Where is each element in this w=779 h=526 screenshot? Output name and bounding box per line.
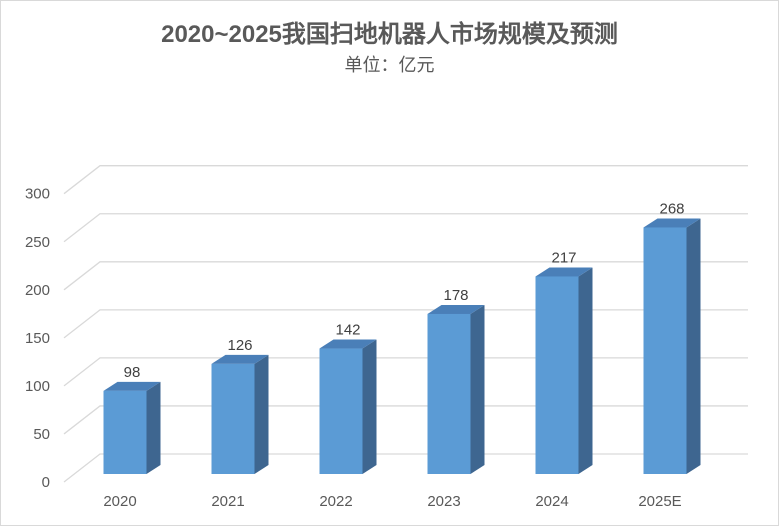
- y-tick-label: 250: [25, 234, 50, 251]
- bar: [643, 227, 687, 474]
- x-tick-label: 2023: [427, 493, 460, 510]
- x-tick-label: 2022: [319, 493, 352, 510]
- bar-top: [319, 339, 377, 349]
- bar-top: [103, 381, 161, 391]
- bar-top: [535, 267, 593, 277]
- data-label: 217: [551, 249, 576, 266]
- bar-side: [686, 218, 701, 474]
- bar-side: [578, 267, 593, 474]
- y-tick-label: 200: [25, 282, 50, 299]
- bar-top: [427, 304, 485, 314]
- data-label: 126: [227, 337, 252, 354]
- gridline: [63, 165, 748, 195]
- x-tick-label: 2021: [211, 493, 244, 510]
- data-label: 178: [443, 287, 468, 304]
- chart-title: 2020~2025我国扫地机器人市场规模及预测: [161, 21, 618, 48]
- bar-side: [362, 339, 377, 474]
- bar: [103, 390, 147, 474]
- data-label: 268: [659, 200, 684, 217]
- bar-side: [254, 354, 269, 474]
- chart-subtitle: 单位：亿元: [344, 55, 435, 75]
- gridline: [63, 453, 748, 483]
- gridline: [63, 261, 748, 291]
- bar-side: [470, 304, 485, 474]
- bar: [319, 348, 363, 474]
- data-label: 142: [335, 322, 360, 339]
- y-tick-label: 0: [42, 474, 50, 491]
- gridline: [63, 213, 748, 243]
- x-tick-label: 2025E: [638, 493, 681, 510]
- gridline: [63, 309, 748, 339]
- y-tick-label: 100: [25, 378, 50, 395]
- bar-top: [643, 218, 701, 228]
- x-tick-label: 2020: [103, 493, 136, 510]
- y-tick-label: 150: [25, 330, 50, 347]
- bar-top: [211, 354, 269, 364]
- gridline: [63, 357, 748, 387]
- bar: [211, 363, 255, 474]
- data-label: 98: [124, 364, 141, 381]
- bar: [535, 276, 579, 474]
- y-tick-label: 300: [25, 186, 50, 203]
- bar-side: [146, 381, 161, 474]
- bar: [427, 313, 471, 474]
- x-tick-label: 2024: [535, 493, 568, 510]
- y-tick-label: 50: [33, 426, 50, 443]
- gridline: [63, 405, 748, 435]
